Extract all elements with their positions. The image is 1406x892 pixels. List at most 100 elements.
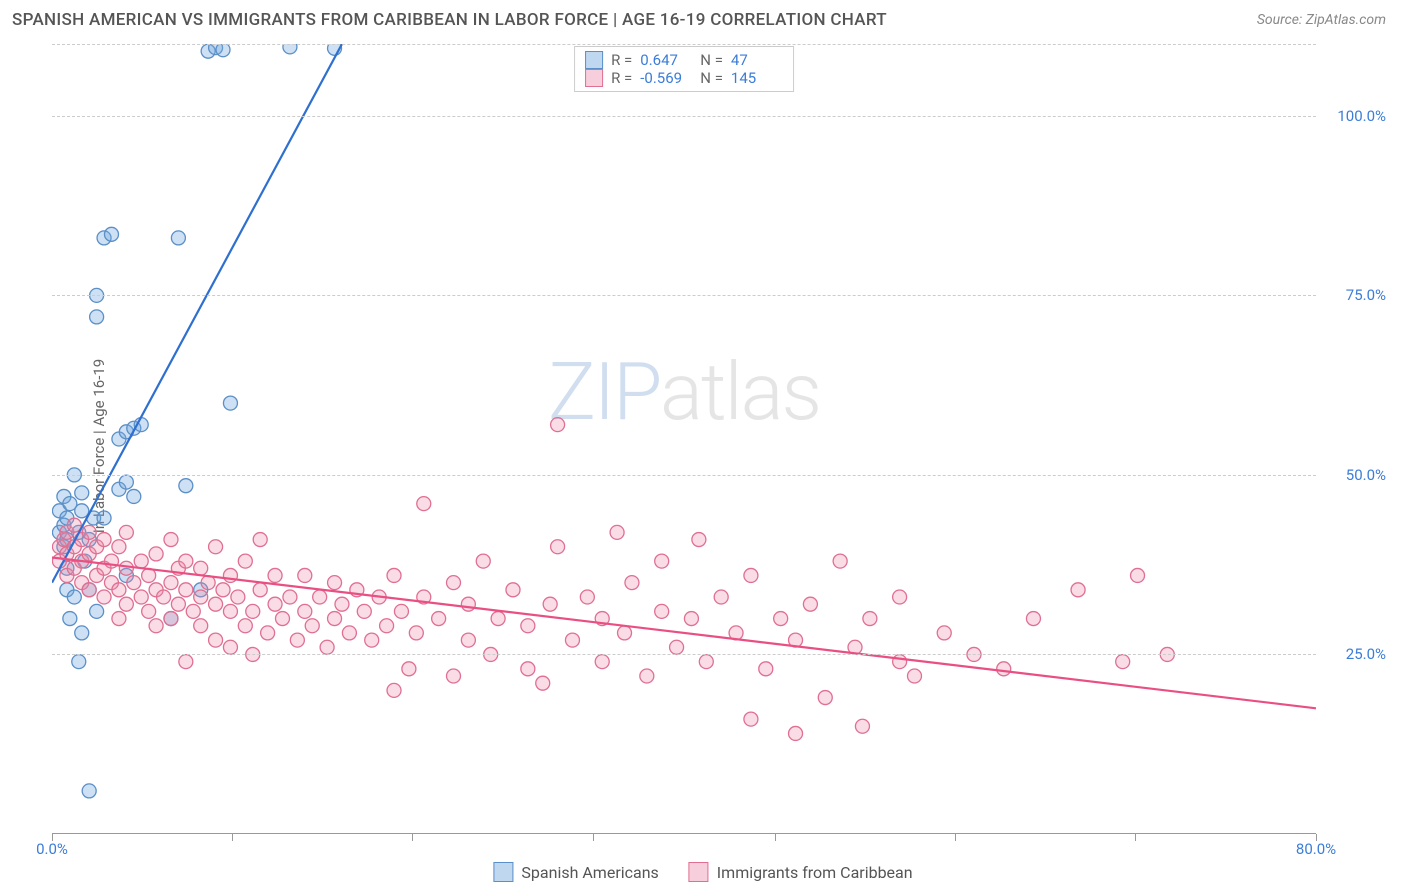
legend-item: Spanish Americans	[493, 862, 658, 882]
data-point	[223, 640, 237, 654]
data-point	[97, 590, 111, 604]
data-point	[610, 525, 624, 539]
data-point	[543, 597, 557, 611]
data-point	[238, 619, 252, 633]
data-point	[179, 655, 193, 669]
data-point	[521, 619, 535, 633]
y-tick-label: 100.0%	[1337, 107, 1386, 125]
data-point	[171, 597, 185, 611]
data-point	[461, 597, 475, 611]
data-point	[127, 489, 141, 503]
data-point	[194, 590, 208, 604]
data-point	[283, 590, 297, 604]
data-point	[551, 418, 565, 432]
data-point	[298, 568, 312, 582]
r-value: -0.569	[640, 69, 692, 87]
data-point	[119, 561, 133, 575]
data-point	[365, 633, 379, 647]
data-point	[380, 619, 394, 633]
data-point	[565, 633, 579, 647]
data-point	[476, 554, 490, 568]
data-point	[134, 554, 148, 568]
gridline	[52, 295, 1316, 296]
x-tick-mark	[1135, 834, 1136, 841]
gridline	[52, 654, 1316, 655]
data-point	[149, 547, 163, 561]
r-label: R =	[611, 69, 632, 87]
data-point	[328, 612, 342, 626]
data-point	[447, 669, 461, 683]
data-point	[551, 540, 565, 554]
data-point	[655, 604, 669, 618]
data-point	[417, 497, 431, 511]
data-point	[209, 597, 223, 611]
data-point	[82, 583, 96, 597]
y-tick-label: 25.0%	[1346, 645, 1386, 663]
data-point	[119, 475, 133, 489]
data-point	[112, 540, 126, 554]
data-point	[164, 576, 178, 590]
data-point	[595, 655, 609, 669]
data-point	[194, 619, 208, 633]
data-point	[907, 669, 921, 683]
data-point	[97, 533, 111, 547]
data-point	[335, 597, 349, 611]
data-point	[149, 619, 163, 633]
data-point	[461, 633, 475, 647]
data-point	[387, 683, 401, 697]
data-point	[290, 633, 304, 647]
data-point	[818, 691, 832, 705]
correlation-legend: R = 0.647 N = 47 R = -0.569 N = 145	[574, 46, 794, 92]
chart-area: ZIPatlas 0.0%80.0% 25.0%50.0%75.0%100.0%…	[52, 44, 1316, 834]
legend-item: Immigrants from Caribbean	[689, 862, 913, 882]
data-point	[640, 669, 654, 683]
data-point	[283, 44, 297, 54]
data-point	[75, 486, 89, 500]
x-tick-mark	[232, 834, 233, 841]
x-tick-mark	[955, 834, 956, 841]
data-point	[357, 604, 371, 618]
data-point	[231, 590, 245, 604]
data-point	[759, 662, 773, 676]
data-point	[216, 44, 230, 57]
data-point	[82, 525, 96, 539]
data-point	[491, 612, 505, 626]
data-point	[82, 784, 96, 798]
data-point	[119, 525, 133, 539]
series-name: Immigrants from Caribbean	[717, 863, 913, 882]
data-point	[253, 583, 267, 597]
data-point	[72, 655, 86, 669]
data-point	[179, 479, 193, 493]
data-point	[744, 712, 758, 726]
data-point	[171, 231, 185, 245]
data-point	[997, 662, 1011, 676]
data-point	[744, 568, 758, 582]
data-point	[216, 583, 230, 597]
trend-line	[52, 558, 1316, 709]
data-point	[320, 640, 334, 654]
data-point	[714, 590, 728, 604]
x-axis: 0.0%80.0%	[52, 833, 1316, 834]
data-point	[432, 612, 446, 626]
x-tick-mark	[593, 834, 594, 841]
data-point	[119, 597, 133, 611]
data-point	[253, 533, 267, 547]
data-point	[223, 396, 237, 410]
data-point	[246, 604, 260, 618]
data-point	[833, 554, 847, 568]
data-point	[342, 626, 356, 640]
data-point	[521, 662, 535, 676]
y-tick-label: 75.0%	[1346, 286, 1386, 304]
data-point	[536, 676, 550, 690]
data-point	[223, 604, 237, 618]
n-value: 47	[731, 51, 783, 69]
n-label: N =	[700, 69, 723, 87]
x-tick-label: 80.0%	[1296, 840, 1336, 858]
r-label: R =	[611, 51, 632, 69]
data-point	[1116, 655, 1130, 669]
data-point	[238, 554, 252, 568]
data-point	[127, 576, 141, 590]
header: SPANISH AMERICAN VS IMMIGRANTS FROM CARI…	[0, 0, 1406, 34]
data-point	[90, 604, 104, 618]
data-point	[855, 719, 869, 733]
